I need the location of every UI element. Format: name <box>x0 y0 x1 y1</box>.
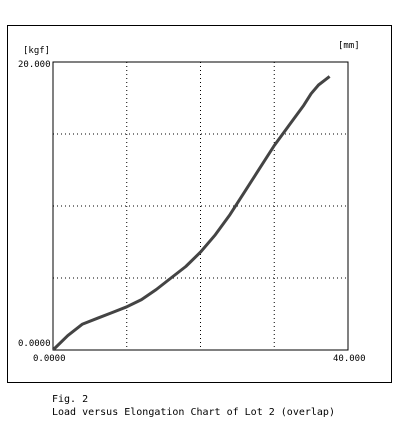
figure-title: Load versus Elongation Chart of Lot 2 (o… <box>52 407 335 418</box>
curves <box>51 75 331 352</box>
y-axis-unit: [kgf] <box>23 46 51 56</box>
chart-frame: [kgf] [mm] 20.000 0.0000 0.0000 40.000 <box>7 25 392 383</box>
grid <box>53 62 348 350</box>
load-elongation-curve <box>51 75 331 352</box>
figure-caption: Fig. 2 Load versus Elongation Chart of L… <box>52 393 335 419</box>
x-max-label: 40.000 <box>333 354 366 364</box>
x-min-label: 0.0000 <box>33 354 66 364</box>
load-elongation-chart <box>51 61 349 352</box>
y-min-label: 0.0000 <box>18 339 51 349</box>
figure-number: Fig. 2 <box>52 394 89 405</box>
y-max-label: 20.000 <box>18 60 51 70</box>
x-axis-unit: [mm] <box>338 41 360 51</box>
